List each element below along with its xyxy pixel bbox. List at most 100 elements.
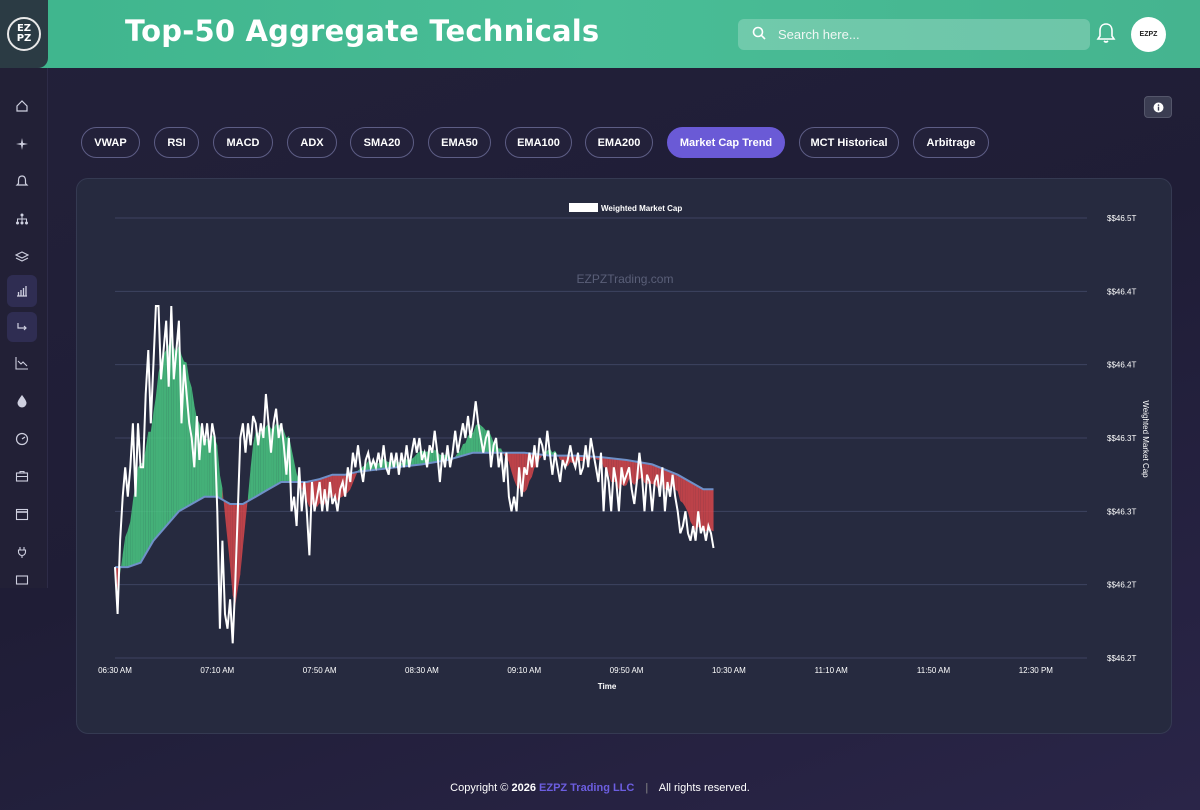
sidebar-item-liquidity[interactable]: [7, 386, 37, 416]
band-fill-down: [608, 457, 612, 482]
avatar-text: EZPZ: [1139, 31, 1158, 38]
band-fill-up: [120, 554, 123, 574]
band-fill-down: [222, 488, 225, 516]
band-fill-up: [291, 448, 295, 482]
chart-legend: Weighted Market Cap: [569, 203, 682, 213]
band-fill-up: [248, 468, 251, 502]
band-fill-up: [258, 432, 261, 496]
tab-vwap[interactable]: VWAP: [81, 127, 140, 158]
band-fill-up: [255, 431, 259, 497]
band-fill-down: [705, 489, 709, 532]
y-tick-label: $$46.2T: [1107, 654, 1136, 663]
tab-sma20[interactable]: SMA20: [350, 127, 414, 158]
tab-arbitrage[interactable]: Arbitrage: [913, 127, 989, 158]
band-fill-down: [334, 474, 338, 501]
logo[interactable]: EZ PZ: [0, 0, 48, 68]
band-fill-up: [130, 500, 133, 567]
series-line-weighted-market-cap: [114, 305, 715, 644]
y-tick-label: $$46.3T: [1107, 434, 1136, 443]
sidebar-item-ai[interactable]: [7, 129, 37, 159]
tab-rsi[interactable]: RSI: [154, 127, 199, 158]
band-fill-down: [237, 504, 241, 589]
band-fill-up: [204, 439, 208, 497]
band-fill-down: [230, 504, 233, 596]
band-fill-up: [278, 423, 282, 484]
band-fill-up: [143, 448, 146, 559]
sparkle-icon: [16, 138, 28, 150]
sidebar-item-calendar[interactable]: [7, 499, 37, 529]
briefcase-icon: [15, 470, 29, 482]
sidebar-item-redirect[interactable]: [7, 312, 37, 342]
x-tick-label: 09:50 AM: [610, 666, 644, 675]
y-tick-label: $$46.4T: [1107, 361, 1136, 370]
band-fill-up: [189, 379, 192, 506]
band-fill-down: [224, 501, 228, 541]
band-fill-down: [352, 472, 356, 484]
sidebar-item-gauge[interactable]: [7, 424, 37, 454]
band-fill-up: [473, 425, 476, 453]
card-icon: [15, 575, 29, 585]
sidebar-item-alerts[interactable]: [7, 166, 37, 196]
search-input[interactable]: [778, 27, 1078, 42]
chart-watermark: EZPZTrading.com: [577, 272, 674, 286]
sitemap-icon: [16, 213, 28, 225]
sidebar-item-integrations[interactable]: [7, 537, 37, 567]
band-fill-down: [680, 476, 683, 503]
avatar[interactable]: EZPZ: [1131, 17, 1166, 52]
band-fill-down: [652, 464, 655, 485]
band-fill-down: [700, 487, 704, 531]
home-icon: [16, 100, 28, 112]
band-fill-down: [508, 452, 512, 472]
logo-text-bottom: PZ: [16, 33, 32, 44]
sidebar-item-technicals[interactable]: [7, 275, 37, 307]
tab-ema100[interactable]: EMA100: [505, 127, 572, 158]
search-bar[interactable]: [738, 19, 1090, 50]
tab-market-cap-trend[interactable]: Market Cap Trend: [667, 127, 785, 158]
footer: Copyright © 2026 EZPZ Trading LLC | All …: [0, 782, 1200, 794]
x-axis-label: Time: [598, 682, 617, 691]
sidebar-item-home[interactable]: [7, 91, 37, 121]
sidebar-item-card[interactable]: [7, 572, 37, 588]
sidebar-item-trends[interactable]: [7, 348, 37, 378]
band-fill-up: [138, 463, 141, 564]
band-fill-down: [227, 502, 231, 566]
x-tick-label: 07:50 AM: [303, 666, 337, 675]
tab-adx[interactable]: ADX: [287, 127, 337, 158]
band-fill-up: [122, 537, 126, 568]
band-fill-down: [242, 502, 246, 547]
legend-label: Weighted Market Cap: [601, 204, 682, 213]
band-fill-up: [166, 344, 169, 526]
band-fill-down: [240, 504, 243, 575]
legend-swatch: [569, 203, 598, 212]
tab-ema200[interactable]: EMA200: [585, 127, 653, 158]
band-fill-up: [253, 431, 256, 499]
band-fill-up: [217, 445, 220, 499]
footer-company-link[interactable]: EZPZ Trading LLC: [539, 782, 635, 794]
band-fill-up: [276, 423, 279, 485]
band-fill-up: [186, 362, 190, 507]
band-fill-up: [294, 461, 297, 482]
gauge-icon: [15, 432, 29, 446]
trend-down-icon: [15, 357, 28, 370]
band-fill-up: [411, 456, 415, 466]
band-fill-down: [511, 452, 515, 480]
notification-bell-icon[interactable]: [1096, 22, 1116, 48]
calendar-icon: [15, 508, 29, 521]
sidebar-item-layers[interactable]: [7, 242, 37, 272]
y-tick-label: $$46.2T: [1107, 581, 1136, 590]
search-icon: [752, 25, 766, 44]
y-tick-label: $$46.5T: [1107, 214, 1136, 223]
sidebar-item-network[interactable]: [7, 204, 37, 234]
band-fill-up: [467, 433, 471, 455]
band-fill-down: [690, 482, 694, 526]
sidebar-item-portfolio[interactable]: [7, 461, 37, 491]
tab-mct-historical[interactable]: MCT Historical: [799, 127, 899, 158]
tab-macd[interactable]: MACD: [213, 127, 273, 158]
footer-year: 2026: [511, 782, 536, 794]
band-fill-up: [173, 346, 177, 518]
tab-ema50[interactable]: EMA50: [428, 127, 491, 158]
band-fill-down: [675, 473, 678, 492]
info-button[interactable]: [1144, 96, 1172, 118]
band-fill-up: [498, 448, 502, 453]
band-fill-up: [250, 444, 254, 500]
